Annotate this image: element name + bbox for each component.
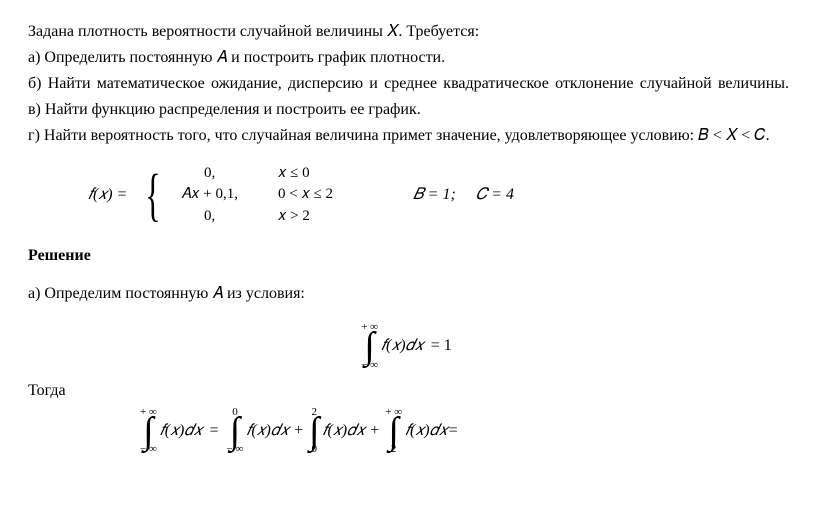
pw-cond-0: 𝑥 ≤ 0 — [278, 164, 333, 184]
solution-heading: Решение — [28, 244, 789, 268]
plus2: + — [366, 419, 383, 443]
piecewise-definition: 𝑓(𝑥) = { 0, 𝐴𝑥 + 0,1, 0, 𝑥 ≤ 0 0 < 𝑥 ≤ 2… — [28, 164, 789, 226]
pw-cond-2: 𝑥 > 2 — [278, 207, 333, 227]
bc-values: 𝐵 = 1; 𝐶 = 4 — [353, 183, 514, 207]
int3-symbol-icon: ∫ — [309, 418, 319, 445]
integral-condition: + ∞ ∫ − ∞ 𝑓(𝑥)𝑑𝑥 = 1 — [28, 314, 789, 371]
integral-equals-one: = 1 — [425, 334, 458, 358]
int3-sign: 2 ∫ 0 — [309, 407, 319, 456]
int1-symbol-icon: ∫ — [143, 418, 153, 445]
plus1: + — [290, 419, 307, 443]
problem-item-a: а) Определить постоянную 𝐴 и построить г… — [28, 46, 789, 70]
tail-equals: = — [449, 419, 458, 443]
solution-step-a: а) Определим постоянную 𝐴 из условия: — [28, 282, 789, 306]
int2-sign: 0 ∫ − ∞ — [227, 407, 244, 456]
problem-intro: Задана плотность вероятности случайной в… — [28, 20, 789, 44]
pw-cond-1: 0 < 𝑥 ≤ 2 — [278, 185, 333, 205]
pw-value-2: 0, — [181, 207, 238, 227]
int4-sign: + ∞ ∫ 2 — [385, 407, 402, 456]
int2-lower: − ∞ — [227, 444, 244, 455]
integral-lower: − ∞ — [361, 360, 378, 371]
piecewise-conditions: 𝑥 ≤ 0 0 < 𝑥 ≤ 2 𝑥 > 2 — [258, 164, 333, 226]
int3-lower: 0 — [312, 444, 318, 455]
int1-lower: − ∞ — [140, 444, 157, 455]
integral-sign: + ∞ ∫ − ∞ — [361, 322, 378, 371]
togda-text: Тогда — [28, 379, 789, 403]
problem-item-g-text: г) Найти вероятность того, что случайная… — [28, 127, 770, 144]
int2-body: 𝑓(𝑥)𝑑𝑥 — [245, 419, 290, 443]
c-value: 𝐶 = 4 — [476, 186, 514, 203]
problem-item-b: б) Найти математическое ожидание, диспер… — [28, 72, 789, 96]
b-value: 𝐵 = 1; — [413, 186, 456, 203]
integral-body: 𝑓(𝑥)𝑑𝑥 — [380, 334, 425, 358]
int4-body: 𝑓(𝑥)𝑑𝑥 — [404, 419, 449, 443]
eq1: = — [204, 419, 225, 443]
fx-label: 𝑓(𝑥) = — [28, 183, 127, 207]
int4-lower: 2 — [391, 444, 397, 455]
pw-value-1: 𝐴𝑥 + 0,1, — [181, 185, 238, 205]
int1-sign: + ∞ ∫ − ∞ — [140, 407, 157, 456]
brace-icon: { — [146, 172, 161, 218]
int3-body: 𝑓(𝑥)𝑑𝑥 — [322, 419, 367, 443]
pw-value-0: 0, — [181, 164, 238, 184]
int1-body: 𝑓(𝑥)𝑑𝑥 — [159, 419, 204, 443]
problem-item-v: в) Найти функцию распределения и построи… — [28, 98, 789, 122]
int4-symbol-icon: ∫ — [388, 418, 398, 445]
problem-item-g: г) Найти вероятность того, что случайная… — [28, 124, 789, 148]
integral-expansion: + ∞ ∫ − ∞ 𝑓(𝑥)𝑑𝑥 = 0 ∫ − ∞ 𝑓(𝑥)𝑑𝑥 + 2 ∫ … — [28, 407, 789, 456]
piecewise-values: 0, 𝐴𝑥 + 0,1, 0, — [181, 164, 238, 226]
integral-symbol-icon: ∫ — [364, 333, 374, 360]
int2-symbol-icon: ∫ — [230, 418, 240, 445]
